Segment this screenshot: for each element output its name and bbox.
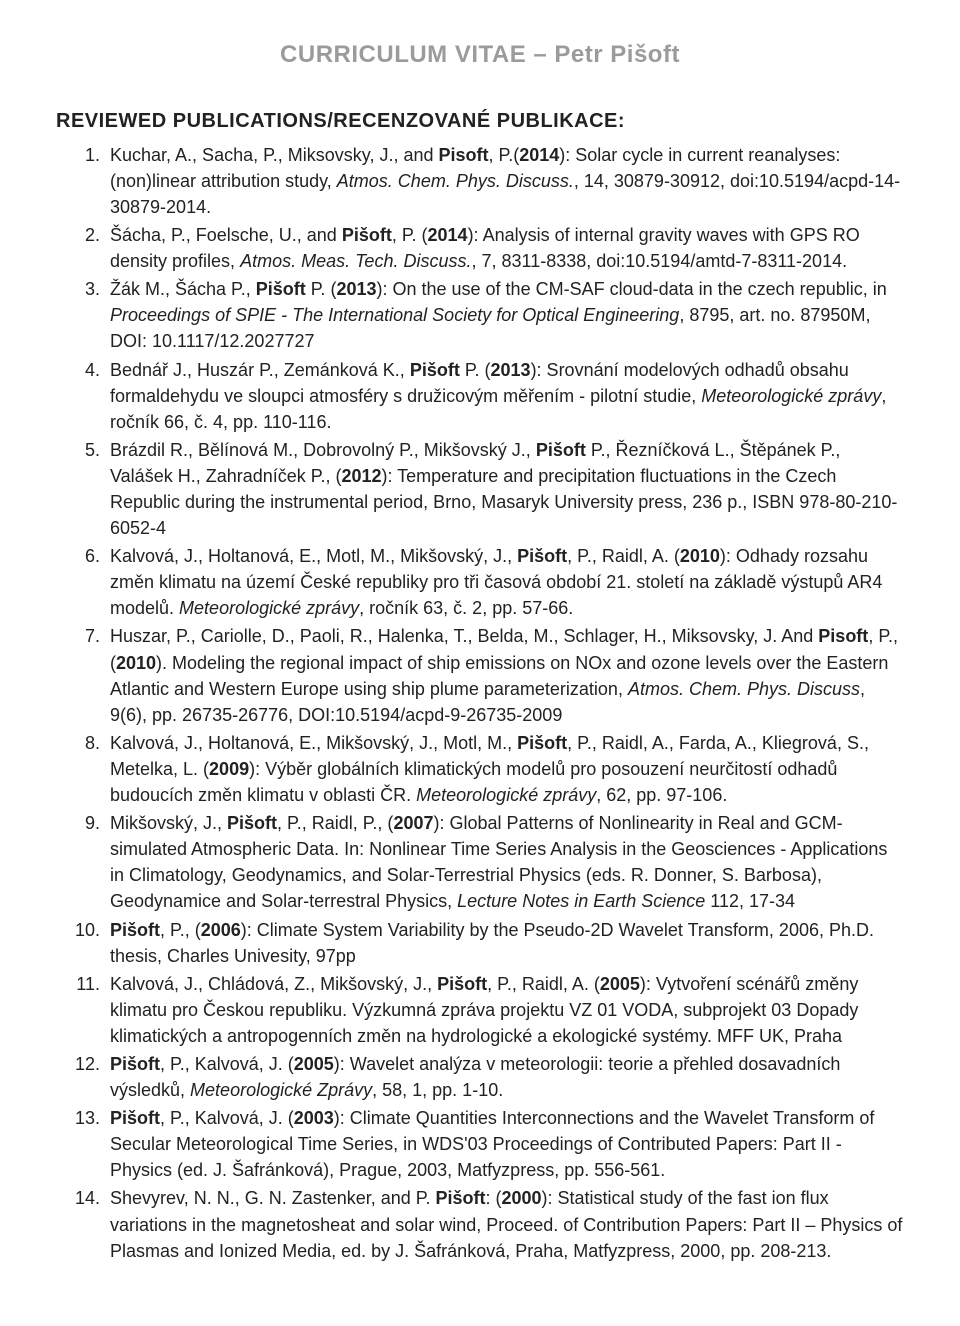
- publication-text: Proceedings of SPIE - The International …: [110, 305, 679, 325]
- publication-text: Kalvová, J., Holtanová, E., Mikšovský, J…: [110, 733, 517, 753]
- publication-text: , P., Kalvová, J. (: [160, 1054, 294, 1074]
- publication-text: 2012: [341, 466, 381, 486]
- publication-text: Meteorologické zprávy: [416, 785, 596, 805]
- publication-text: P. (: [460, 360, 491, 380]
- publication-text: , 62, pp. 97-106.: [596, 785, 727, 805]
- publication-text: Kalvová, J., Chládová, Z., Mikšovský, J.…: [110, 974, 437, 994]
- publication-item: Kalvová, J., Holtanová, E., Motl, M., Mi…: [56, 543, 904, 621]
- publication-text: , P., Kalvová, J. (: [160, 1108, 294, 1128]
- publication-text: , 58, 1, pp. 1-10.: [372, 1080, 503, 1100]
- publication-text: , ročník 63, č. 2, pp. 57-66.: [359, 598, 573, 618]
- publication-item: Huszar, P., Cariolle, D., Paoli, R., Hal…: [56, 623, 904, 727]
- publication-text: Huszar, P., Cariolle, D., Paoli, R., Hal…: [110, 626, 818, 646]
- publication-text: Pišoft: [110, 1108, 160, 1128]
- publication-text: , P. (: [392, 225, 428, 245]
- publication-text: 2014: [428, 225, 468, 245]
- publication-item: Brázdil R., Bělínová M., Dobrovolný P., …: [56, 437, 904, 541]
- publication-text: Kalvová, J., Holtanová, E., Motl, M., Mi…: [110, 546, 517, 566]
- publication-item: Pišoft, P., (2006): Climate System Varia…: [56, 917, 904, 969]
- publication-text: Pišoft: [517, 733, 567, 753]
- publication-text: Žák M., Šácha P.,: [110, 279, 256, 299]
- publication-text: , P., (: [160, 920, 201, 940]
- publication-item: Bednář J., Huszár P., Zemánková K., Pišo…: [56, 357, 904, 435]
- publication-text: Pišoft: [437, 974, 487, 994]
- page-title: CURRICULUM VITAE – Petr Pišoft: [56, 38, 904, 73]
- publication-text: 2014: [519, 145, 559, 165]
- publication-text: Meteorologické zprávy: [179, 598, 359, 618]
- publication-item: Shevyrev, N. N., G. N. Zastenker, and P.…: [56, 1185, 904, 1263]
- publication-item: Pišoft, P., Kalvová, J. (2005): Wavelet …: [56, 1051, 904, 1103]
- publication-text: Meteorologické zprávy: [701, 386, 881, 406]
- publication-text: , P., Raidl, A. (: [487, 974, 600, 994]
- publication-text: Lecture Notes in Earth Science: [457, 891, 705, 911]
- publication-item: Pišoft, P., Kalvová, J. (2003): Climate …: [56, 1105, 904, 1183]
- publication-text: Pišoft: [227, 813, 277, 833]
- publication-text: Kuchar, A., Sacha, P., Miksovsky, J., an…: [110, 145, 439, 165]
- publication-text: Pišoft: [410, 360, 460, 380]
- publication-text: P. (: [306, 279, 337, 299]
- publication-text: ): On the use of the CM-SAF cloud-data i…: [376, 279, 886, 299]
- publication-item: Mikšovský, J., Pišoft, P., Raidl, P., (2…: [56, 810, 904, 914]
- publication-text: Pišoft: [110, 1054, 160, 1074]
- publication-text: 112, 17-34: [705, 891, 795, 911]
- publication-text: Pišoft: [517, 546, 567, 566]
- publication-text: 2003: [294, 1108, 334, 1128]
- publication-text: Pišoft: [342, 225, 392, 245]
- publication-text: , P., Raidl, P., (: [277, 813, 393, 833]
- section-heading: REVIEWED PUBLICATIONS/RECENZOVANÉ PUBLIK…: [56, 107, 904, 136]
- publication-text: Atmos. Meas. Tech. Discuss.: [240, 251, 471, 271]
- publication-item: Kalvová, J., Holtanová, E., Mikšovský, J…: [56, 730, 904, 808]
- publication-text: 2007: [393, 813, 433, 833]
- publication-text: Pišoft: [256, 279, 306, 299]
- publication-text: Bednář J., Huszár P., Zemánková K.,: [110, 360, 410, 380]
- publication-text: Pisoft: [818, 626, 868, 646]
- publication-text: , 7, 8311-8338, doi:10.5194/amtd-7-8311-…: [471, 251, 847, 271]
- publication-list: Kuchar, A., Sacha, P., Miksovsky, J., an…: [56, 142, 904, 1264]
- publication-text: Šácha, P., Foelsche, U., and: [110, 225, 342, 245]
- publication-text: 2010: [116, 653, 156, 673]
- publication-text: Pišoft: [536, 440, 586, 460]
- publication-item: Šácha, P., Foelsche, U., and Pišoft, P. …: [56, 222, 904, 274]
- publication-text: , P.(: [489, 145, 520, 165]
- publication-item: Kalvová, J., Chládová, Z., Mikšovský, J.…: [56, 971, 904, 1049]
- publication-text: Atmos. Chem. Phys. Discuss.: [337, 171, 574, 191]
- publication-text: 2006: [201, 920, 241, 940]
- publication-text: Pišoft: [110, 920, 160, 940]
- publication-text: Meteorologické Zprávy: [190, 1080, 372, 1100]
- publication-text: Shevyrev, N. N., G. N. Zastenker, and P.: [110, 1188, 435, 1208]
- publication-item: Kuchar, A., Sacha, P., Miksovsky, J., an…: [56, 142, 904, 220]
- publication-text: 2009: [209, 759, 249, 779]
- publication-item: Žák M., Šácha P., Pišoft P. (2013): On t…: [56, 276, 904, 354]
- publication-text: 2005: [600, 974, 640, 994]
- publication-text: : (: [485, 1188, 501, 1208]
- publication-text: 2013: [491, 360, 531, 380]
- publication-text: Atmos. Chem. Phys. Discuss: [628, 679, 860, 699]
- publication-text: , P., Raidl, A. (: [567, 546, 680, 566]
- publication-text: Mikšovský, J.,: [110, 813, 227, 833]
- publication-text: Pisoft: [439, 145, 489, 165]
- publication-text: 2010: [680, 546, 720, 566]
- publication-text: Brázdil R., Bělínová M., Dobrovolný P., …: [110, 440, 536, 460]
- publication-text: 2013: [336, 279, 376, 299]
- publication-text: 2000: [501, 1188, 541, 1208]
- publication-text: Pišoft: [435, 1188, 485, 1208]
- publication-text: 2005: [294, 1054, 334, 1074]
